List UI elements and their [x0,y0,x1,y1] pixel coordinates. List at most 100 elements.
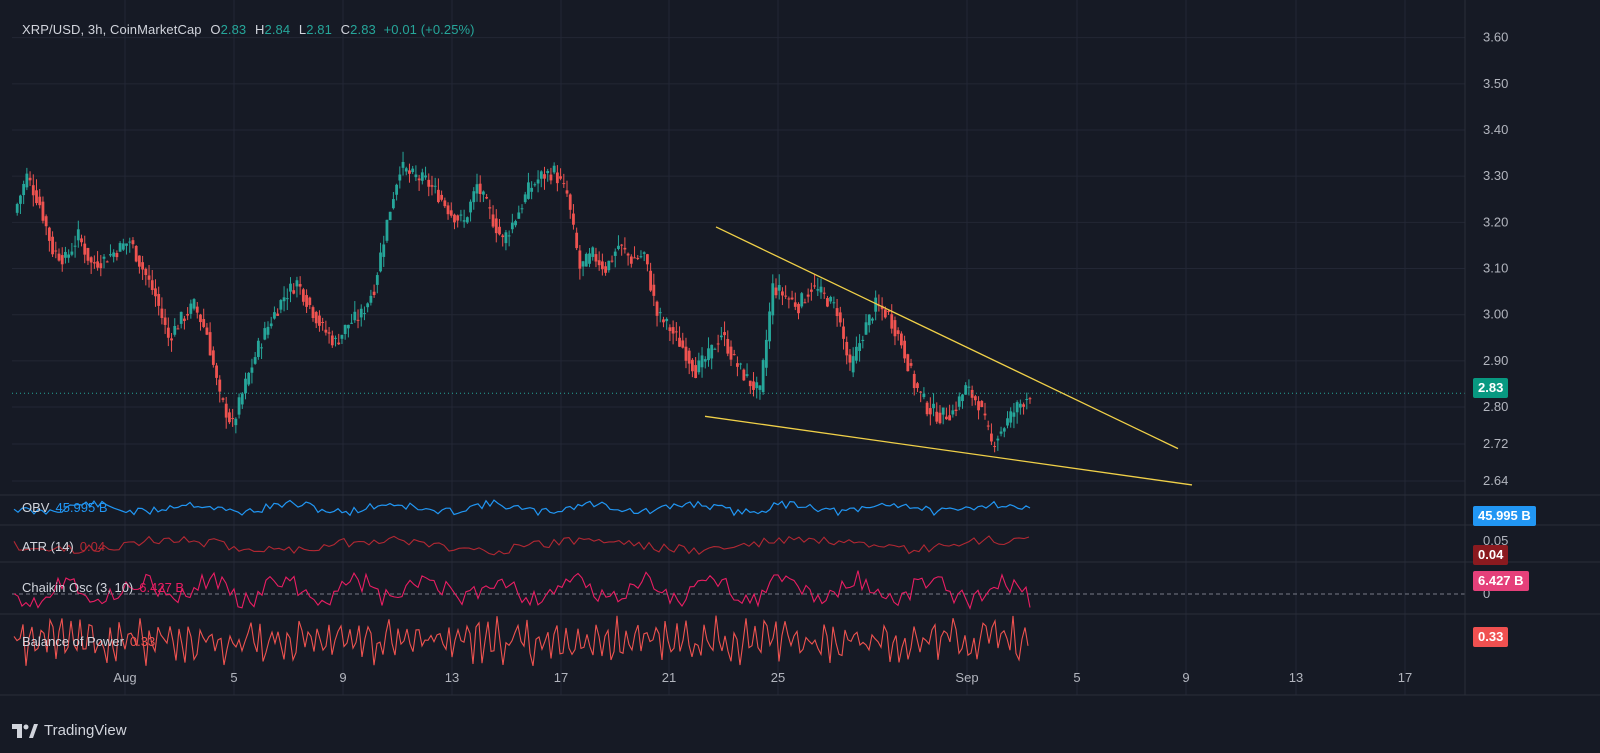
x-tick-label: 17 [554,670,568,685]
candle-body [793,302,797,307]
candle-body [758,385,762,390]
candle-body [221,398,225,400]
candle-body [449,210,453,216]
candle-body [662,319,665,323]
low-label: L [298,22,307,37]
candle-body [790,297,794,300]
candle-body [1009,411,1013,423]
candle-body [565,190,569,194]
candle-body [504,232,508,244]
candle-body [28,177,32,181]
y-tick-label: 2.72 [1483,436,1508,451]
obv-line [13,499,1031,517]
candle-body [887,310,890,312]
candle-body [912,373,916,389]
candle-body [919,391,923,393]
open-label: O [210,22,221,37]
chaikin-legend[interactable]: Chaikin Osc (3, 10) 6.427 B [22,580,184,595]
obv-legend[interactable]: OBV 45.995 B [22,500,108,515]
candle-body [443,200,447,207]
candle-body [417,178,421,181]
candle-body [838,312,842,323]
candle-body [813,285,816,287]
candle-body [713,348,717,350]
candle-body [67,254,71,258]
candle-body [134,245,138,262]
grid-lines [0,0,1600,696]
x-tick-label: 13 [1289,670,1303,685]
candle-body [192,299,196,309]
atr-legend[interactable]: ATR (14) 0.04 [22,539,105,554]
candle-body [1012,412,1016,417]
obv-name: OBV [22,500,50,515]
y-tick-label: 2.80 [1483,399,1508,414]
y-tick-label: 3.00 [1483,307,1508,322]
candle-body [954,409,958,411]
low-value: 2.81 [306,22,332,37]
candle-body [761,360,765,393]
candle-body [160,308,164,318]
candle-body [871,318,874,321]
candle-body [295,280,299,287]
x-tick-label: Aug [113,670,136,685]
candle-body [247,372,251,385]
candle-body [240,393,244,405]
candle-body [163,317,167,325]
candle-body [289,283,292,292]
candle-body [83,243,87,255]
candle-body [623,247,627,250]
candle-body [729,346,733,360]
candle-body [578,250,582,269]
candle-body [584,253,588,267]
candle-body [986,425,990,427]
candle-body [797,303,800,314]
candle-body [166,327,170,338]
candle-body [19,195,22,204]
candle-body [697,360,701,373]
candle-body [256,340,260,357]
x-tick-label: 9 [339,670,346,685]
symbol-legend: XRP/USD, 3h, CoinMarketCap O2.83 H2.84 L… [22,22,475,37]
candle-body [154,288,157,297]
candle-body [568,194,572,210]
candle-body [86,247,90,261]
candle-body [176,328,180,330]
candle-body [652,284,656,296]
candle-body [308,297,312,306]
candle-body [54,250,58,252]
candle-body [961,394,964,402]
candle-body [494,218,498,234]
candle-body [748,380,752,387]
candle-body [626,253,630,256]
candle-body [861,339,865,342]
candle-body [173,325,177,335]
candle-body [170,338,173,341]
candle-body [703,359,707,362]
candle-body [462,220,466,222]
candle-body [102,256,106,259]
candle-body [809,289,813,292]
candle-body [395,184,399,195]
candle-body [147,275,151,280]
candle-body [408,170,411,174]
chaikin-name: Chaikin Osc (3, 10) [22,580,134,595]
tradingview-logo[interactable]: TradingView [12,722,127,739]
candle-body [613,251,617,256]
candle-body [498,226,501,235]
candle-body [777,285,781,291]
candle-body [530,187,534,192]
candle-body [922,393,926,398]
candle-body [510,222,514,230]
candle-body [658,312,662,314]
bop-legend[interactable]: Balance of Power 0.33 [22,634,155,649]
candle-body [957,396,961,407]
x-tick-label: 13 [445,670,459,685]
candle-body [250,367,254,373]
candle-body [803,302,807,304]
candle-body [266,326,270,335]
candle-body [433,185,437,187]
atr-line [13,535,1030,556]
candle-body [340,334,344,339]
candle-body [581,261,585,267]
